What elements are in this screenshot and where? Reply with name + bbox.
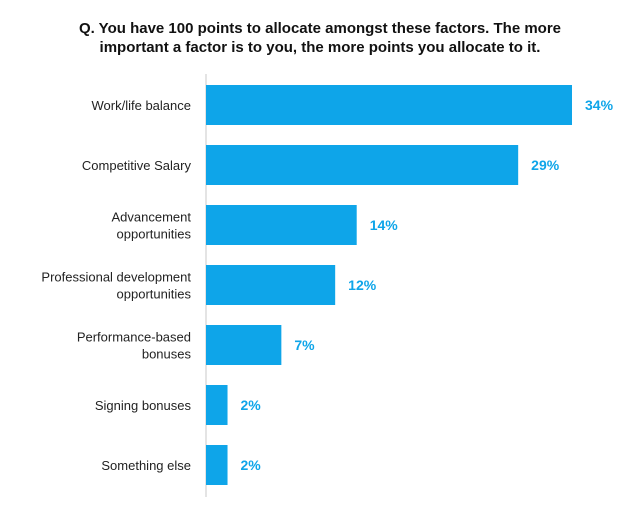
value-label-0: 34% xyxy=(585,97,614,113)
category-label-4: Performance-based bonuses xyxy=(77,330,192,362)
category-label-line: Advancement xyxy=(112,210,192,225)
bars-group xyxy=(206,85,572,485)
chart-title: Q. You have 100 points to allocate among… xyxy=(79,20,561,56)
bar-2 xyxy=(206,205,357,245)
category-label-line: Performance-based xyxy=(77,330,191,345)
value-label-3: 12% xyxy=(348,277,377,293)
category-label-line: Competitive Salary xyxy=(82,158,192,173)
category-labels-group: Work/life balance Competitive Salary Advan… xyxy=(41,98,191,473)
category-label-3: Professional development opportunities xyxy=(41,270,191,302)
value-label-4: 7% xyxy=(294,337,315,353)
bar-0 xyxy=(206,85,572,125)
value-label-1: 29% xyxy=(531,157,560,173)
chart-title-line-1: Q. You have 100 points to allocate among… xyxy=(79,20,561,37)
bar-5 xyxy=(206,385,228,425)
category-label-0: Work/life balance xyxy=(92,98,191,113)
value-label-2: 14% xyxy=(370,217,399,233)
category-label-line: opportunities xyxy=(117,227,192,242)
bar-4 xyxy=(206,325,282,365)
category-label-6: Something else xyxy=(101,458,191,473)
value-label-6: 2% xyxy=(241,457,262,473)
category-label-line: bonuses xyxy=(142,347,192,362)
bar-6 xyxy=(206,445,228,485)
value-label-5: 2% xyxy=(241,397,262,413)
category-label-5: Signing bonuses xyxy=(95,398,192,413)
value-labels-group: 34% 29% 14% 12% 7% 2% 2% xyxy=(241,97,614,473)
category-label-line: Signing bonuses xyxy=(95,398,192,413)
category-label-line: Something else xyxy=(101,458,191,473)
category-label-2: Advancement opportunities xyxy=(112,210,192,242)
bar-1 xyxy=(206,145,519,185)
chart-title-line-2: important a factor is to you, the more p… xyxy=(100,39,541,56)
category-label-1: Competitive Salary xyxy=(82,158,192,173)
bar-3 xyxy=(206,265,336,305)
category-label-line: Professional development xyxy=(41,270,191,285)
category-label-line: opportunities xyxy=(117,287,192,302)
category-label-line: Work/life balance xyxy=(92,98,191,113)
